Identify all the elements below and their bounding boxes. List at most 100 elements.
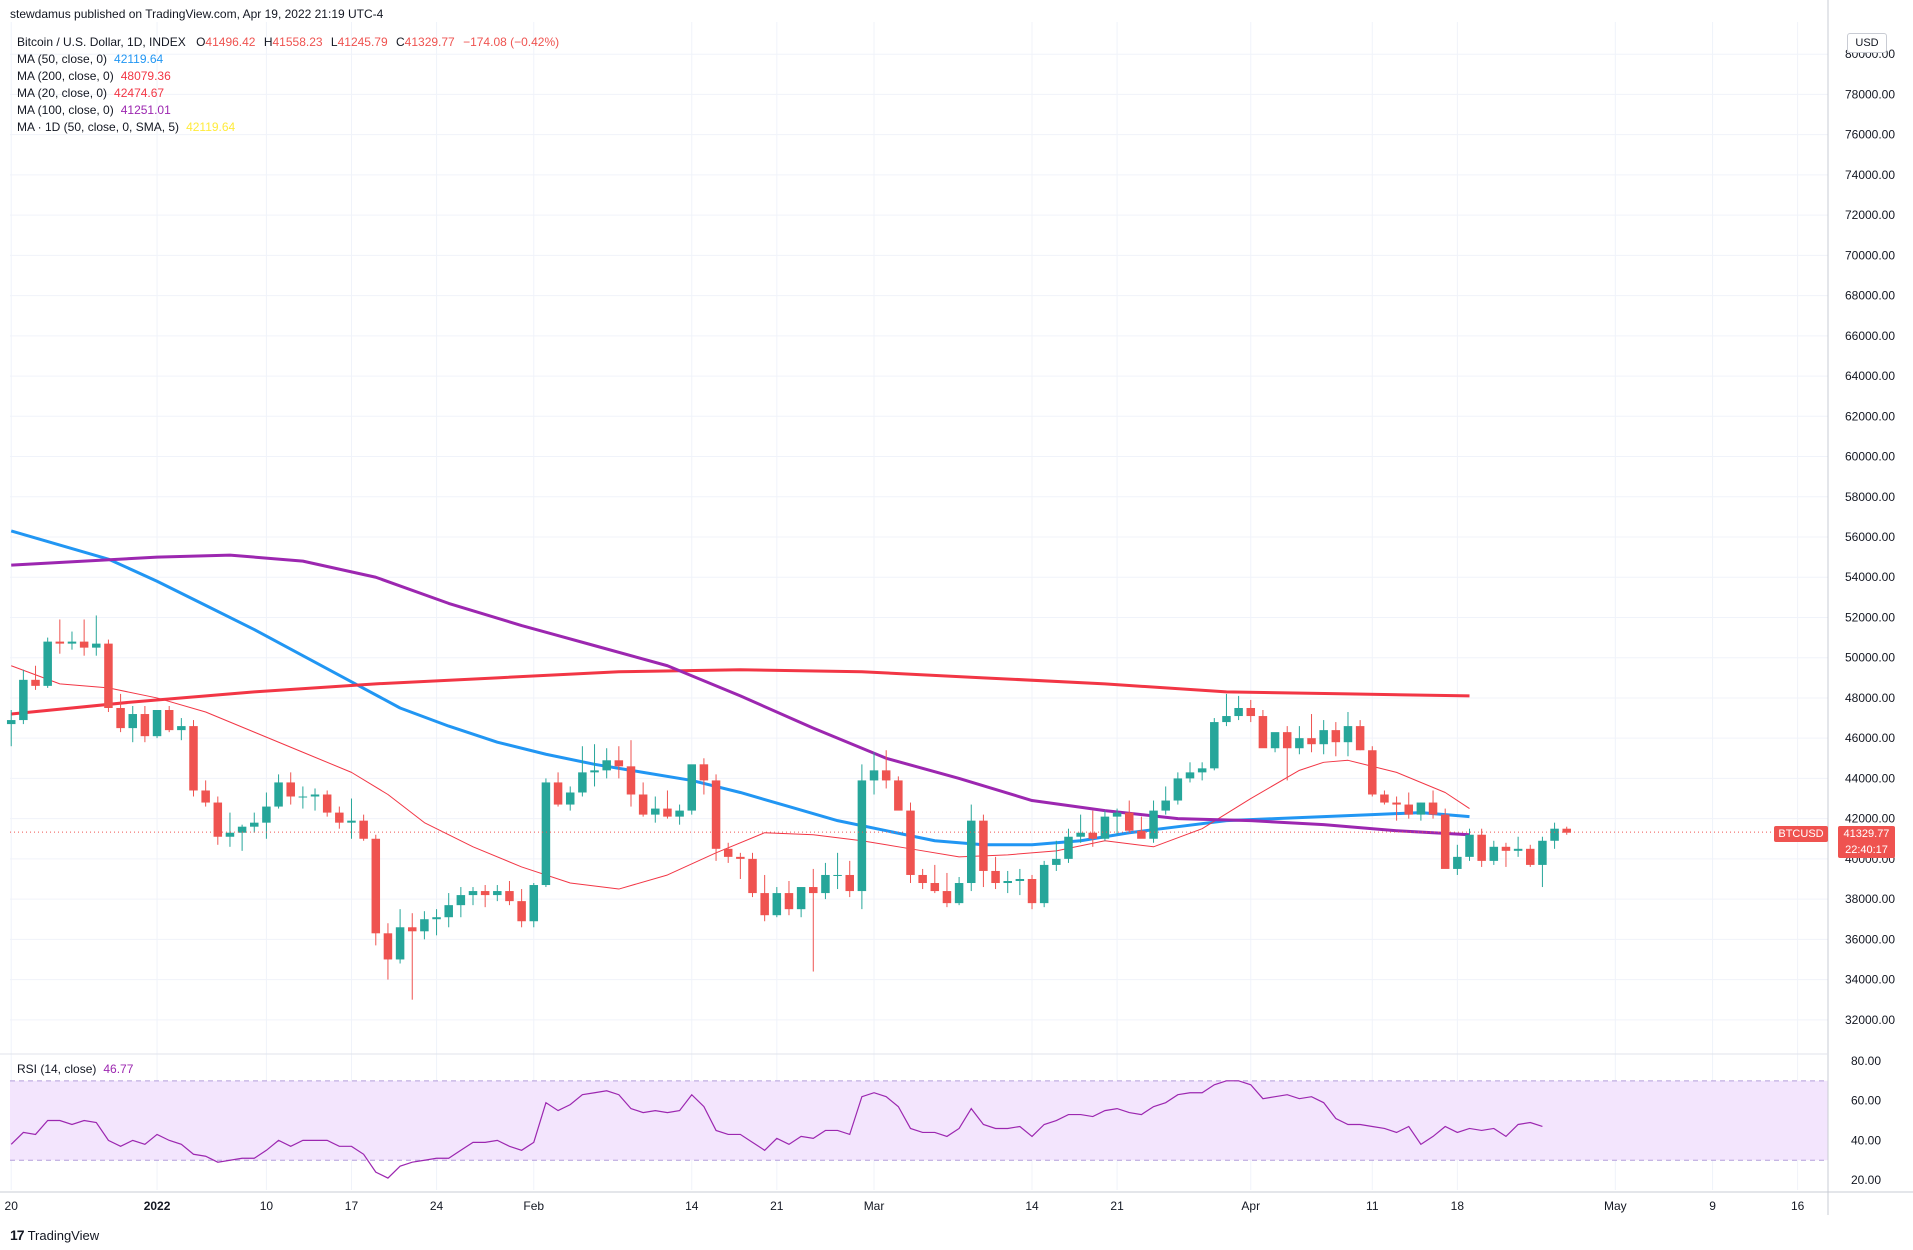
candle xyxy=(869,752,879,795)
ma-line-ma-200-close-0- xyxy=(11,668,1470,716)
candle xyxy=(1112,808,1122,835)
candle xyxy=(322,790,332,817)
candle-body xyxy=(286,782,295,797)
candle-body xyxy=(1185,772,1195,779)
candle-body xyxy=(1222,716,1231,723)
candle xyxy=(237,824,247,851)
currency-button[interactable]: USD xyxy=(1847,33,1887,53)
candle xyxy=(602,748,611,779)
legend-ma-1d[interactable]: MA · 1D (50, close, 0, SMA, 5) 42119.64 xyxy=(17,119,559,136)
price-tick-label: 74000.00 xyxy=(1845,168,1895,182)
candle xyxy=(1526,844,1535,867)
candle-body xyxy=(748,858,757,894)
candle xyxy=(177,718,186,741)
candle-body xyxy=(1100,816,1110,839)
price-tick-label: 36000.00 xyxy=(1845,932,1895,946)
rsi-tick-label: 60.00 xyxy=(1851,1094,1881,1108)
candle xyxy=(225,812,235,847)
candle xyxy=(626,740,636,807)
candle xyxy=(262,792,271,839)
candle-body xyxy=(1380,794,1389,803)
candle-body xyxy=(1453,856,1462,869)
rsi-tick-label: 20.00 xyxy=(1851,1173,1881,1187)
candle xyxy=(19,669,28,725)
candle xyxy=(1027,874,1037,910)
price-tick-label: 52000.00 xyxy=(1845,610,1895,624)
price-tick-label: 34000.00 xyxy=(1845,973,1895,987)
candle xyxy=(845,860,854,898)
ma100-label: MA (100, close, 0) xyxy=(17,103,114,117)
price-tick-label: 76000.00 xyxy=(1845,128,1895,142)
candle-body xyxy=(1161,800,1170,811)
candle xyxy=(687,764,697,815)
close-value: 41329.77 xyxy=(404,35,455,49)
candle-body xyxy=(711,780,721,849)
candle xyxy=(1453,844,1462,875)
candle-body xyxy=(565,792,575,805)
publish-header: stewdamus published on TradingView.com, … xyxy=(10,7,384,21)
candle-body xyxy=(152,710,162,737)
candle-body xyxy=(723,848,733,857)
legend-ma50[interactable]: MA (50, close, 0) 42119.64 xyxy=(17,51,559,68)
candle xyxy=(92,615,101,656)
candle xyxy=(638,782,648,817)
candle-body xyxy=(1234,707,1243,717)
candle-body xyxy=(213,802,223,837)
legend-ma100[interactable]: MA (100, close, 0) 41251.01 xyxy=(17,102,559,119)
candle xyxy=(565,786,575,811)
candle-body xyxy=(31,679,40,686)
candle-body xyxy=(1319,730,1328,745)
candle xyxy=(79,619,89,656)
candle xyxy=(250,812,259,833)
candle xyxy=(310,788,320,811)
candle xyxy=(1416,802,1426,821)
rsi-band-fill xyxy=(10,1080,1828,1161)
candle xyxy=(723,842,733,863)
candle xyxy=(1392,796,1401,821)
time-tick-label: Mar xyxy=(864,1199,885,1213)
candle-body xyxy=(1562,828,1571,833)
candle xyxy=(1477,828,1486,867)
candle-body xyxy=(675,810,684,817)
price-tick-label: 42000.00 xyxy=(1845,812,1895,826)
candle-body xyxy=(407,927,417,932)
candle xyxy=(1562,826,1571,835)
candle-body xyxy=(1392,802,1401,805)
low-value: 41245.79 xyxy=(337,35,388,49)
candle xyxy=(55,619,65,654)
candle-body xyxy=(1088,832,1098,839)
time-tick-label: 18 xyxy=(1451,1199,1465,1213)
candle xyxy=(736,852,745,879)
tradingview-logo[interactable]: 17 TradingView xyxy=(10,1227,99,1243)
rsi-legend[interactable]: RSI (14, close) 46.77 xyxy=(17,1062,133,1076)
candle xyxy=(1404,792,1413,819)
candle xyxy=(274,774,283,809)
candle-body xyxy=(614,760,624,767)
legend-ma20[interactable]: MA (20, close, 0) 42474.67 xyxy=(17,85,559,102)
candle-body xyxy=(979,820,988,871)
candle-body xyxy=(347,820,356,823)
symbol-name: Bitcoin / U.S. Dollar, 1D, INDEX xyxy=(17,35,186,49)
candle-body xyxy=(335,812,344,823)
price-tick-label: 56000.00 xyxy=(1845,530,1895,544)
candle xyxy=(553,772,563,807)
legend-ma200[interactable]: MA (200, close, 0) 48079.36 xyxy=(17,68,559,85)
candle-body xyxy=(1052,858,1061,865)
candle xyxy=(189,720,198,797)
candle-body xyxy=(1112,812,1122,817)
candle-body xyxy=(480,891,490,896)
candle-body xyxy=(1501,846,1511,851)
price-tick-label: 48000.00 xyxy=(1845,691,1895,705)
candle xyxy=(104,639,113,713)
candle xyxy=(1428,790,1438,819)
symbol-ohlc-row[interactable]: Bitcoin / U.S. Dollar, 1D, INDEX O41496.… xyxy=(17,34,559,51)
last-price-badge: 41329.77 22:40:17 xyxy=(1838,826,1895,858)
candle-body xyxy=(553,782,563,805)
candle-body xyxy=(1489,846,1499,861)
candle-body xyxy=(760,893,769,916)
candle xyxy=(140,705,150,743)
price-tick-label: 62000.00 xyxy=(1845,409,1895,423)
candle-body xyxy=(432,917,441,920)
candle-body xyxy=(164,710,174,731)
